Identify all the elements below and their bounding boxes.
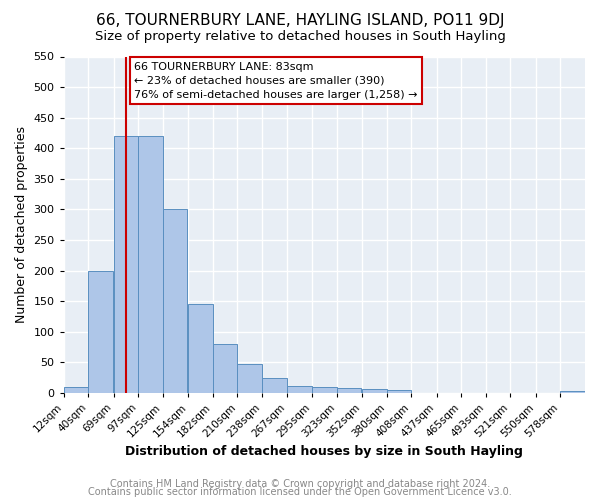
Bar xyxy=(287,386,312,393)
Y-axis label: Number of detached properties: Number of detached properties xyxy=(15,126,28,324)
X-axis label: Distribution of detached houses by size in South Hayling: Distribution of detached houses by size … xyxy=(125,444,523,458)
Bar xyxy=(64,387,88,393)
Text: Contains public sector information licensed under the Open Government Licence v3: Contains public sector information licen… xyxy=(88,487,512,497)
Text: Size of property relative to detached houses in South Hayling: Size of property relative to detached ho… xyxy=(95,30,505,43)
Bar xyxy=(213,344,238,393)
Text: 66, TOURNERBURY LANE, HAYLING ISLAND, PO11 9DJ: 66, TOURNERBURY LANE, HAYLING ISLAND, PO… xyxy=(96,12,504,28)
Bar xyxy=(114,136,139,393)
Bar xyxy=(262,378,287,393)
Bar xyxy=(560,391,585,393)
Text: 66 TOURNERBURY LANE: 83sqm
← 23% of detached houses are smaller (390)
76% of sem: 66 TOURNERBURY LANE: 83sqm ← 23% of deta… xyxy=(134,62,418,100)
Bar xyxy=(88,270,113,393)
Bar xyxy=(163,210,187,393)
Bar xyxy=(188,304,213,393)
Bar xyxy=(386,390,411,393)
Bar xyxy=(238,364,262,393)
Bar xyxy=(312,387,337,393)
Bar xyxy=(139,136,163,393)
Bar xyxy=(337,388,361,393)
Bar xyxy=(362,389,386,393)
Text: Contains HM Land Registry data © Crown copyright and database right 2024.: Contains HM Land Registry data © Crown c… xyxy=(110,479,490,489)
